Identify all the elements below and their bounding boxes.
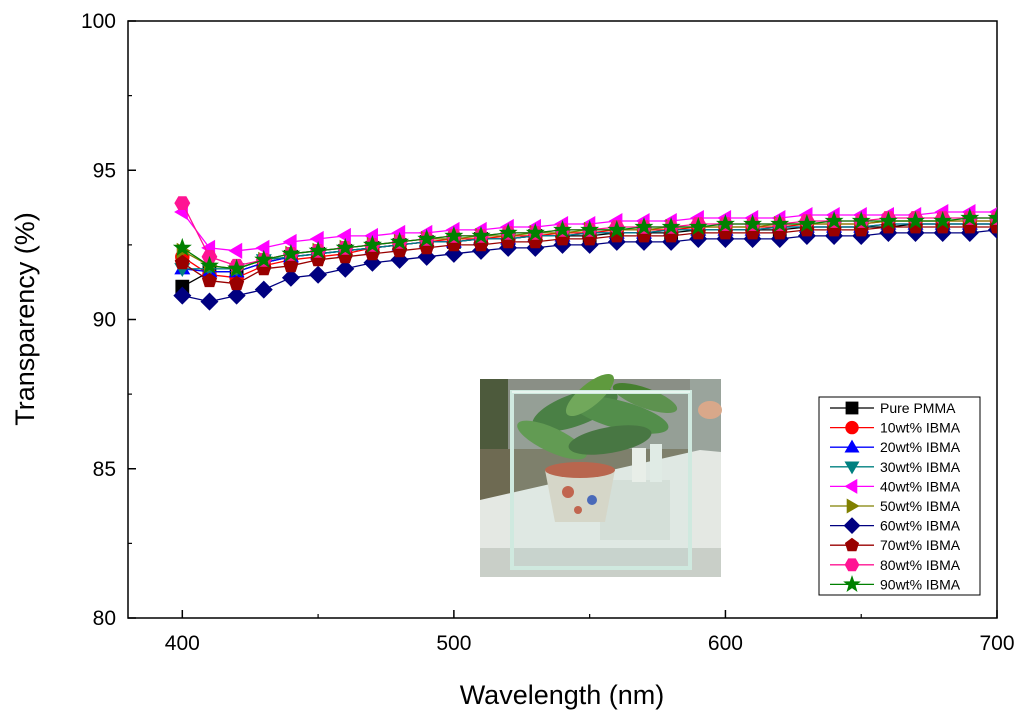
- data-point: [281, 243, 301, 262]
- legend-label: 50wt% IBMA: [880, 498, 961, 514]
- data-point: [255, 239, 270, 256]
- data-point: [987, 208, 997, 227]
- data-point: [580, 220, 600, 238]
- data-point: [906, 211, 926, 230]
- y-tick-label: 95: [93, 159, 116, 182]
- legend-marker: [844, 478, 858, 494]
- data-point: [498, 223, 518, 241]
- axes: 80 85 90 95 100 400 500 600 700: [81, 10, 1015, 655]
- legend-item: 60wt% IBMA: [830, 517, 961, 534]
- data-point: [199, 255, 219, 274]
- legend-label: Pure PMMA: [880, 400, 956, 416]
- data-point: [283, 257, 299, 273]
- legend-marker: [844, 537, 860, 552]
- data-point: [553, 220, 572, 238]
- x-tick-label: 400: [165, 632, 200, 655]
- data-point: [797, 214, 817, 233]
- data-point: [308, 240, 328, 259]
- legend-item: 90wt% IBMA: [830, 575, 961, 592]
- data-point: [172, 237, 192, 256]
- legend-label: 30wt% IBMA: [880, 459, 961, 475]
- series-90wt-ibma: [172, 208, 997, 277]
- data-point: [607, 220, 627, 238]
- y-tick-label: 85: [93, 458, 116, 481]
- x-tick-label: 600: [708, 632, 743, 655]
- legend-label: 40wt% IBMA: [880, 478, 961, 494]
- legend-marker: [846, 498, 860, 514]
- inset-photo: [480, 373, 722, 577]
- data-point: [933, 211, 953, 230]
- legend-label: 80wt% IBMA: [880, 557, 961, 573]
- legend-marker: [845, 401, 859, 415]
- data-point: [851, 211, 871, 230]
- legend-item: 20wt% IBMA: [830, 439, 961, 455]
- legend-item: Pure PMMA: [830, 400, 956, 416]
- series-layer: [172, 196, 997, 311]
- legend-marker: [843, 575, 861, 592]
- legend: Pure PMMA 10wt% IBMA 20wt% IBMA 30wt% IBMA 4…: [818, 396, 981, 596]
- data-point: [229, 275, 245, 291]
- data-point: [471, 225, 491, 244]
- data-point: [417, 228, 437, 247]
- y-tick-label: 100: [81, 10, 116, 33]
- y-tick-label: 80: [93, 607, 116, 630]
- data-point: [282, 233, 297, 250]
- data-point: [174, 254, 190, 270]
- data-point: [174, 196, 191, 211]
- data-point: [173, 286, 192, 305]
- x-tick-label: 700: [979, 632, 1014, 655]
- data-point: [688, 217, 708, 236]
- data-point: [309, 230, 324, 247]
- legend-marker: [845, 420, 859, 435]
- data-point: [824, 211, 844, 230]
- legend-item: 70wt% IBMA: [830, 537, 961, 553]
- data-point: [770, 214, 790, 233]
- legend-item: 80wt% IBMA: [830, 557, 961, 573]
- data-point: [878, 211, 898, 230]
- data-point: [335, 237, 355, 256]
- y-axis-title: Transparency (%): [10, 212, 40, 426]
- legend-item: 40wt% IBMA: [830, 478, 961, 494]
- legend-label: 60wt% IBMA: [880, 518, 961, 534]
- data-point: [661, 217, 681, 236]
- legend-marker: [843, 517, 861, 534]
- data-point: [444, 225, 464, 244]
- data-point: [254, 280, 273, 299]
- data-point: [200, 292, 219, 311]
- data-point: [715, 214, 735, 233]
- legend-marker: [844, 439, 860, 453]
- data-point: [525, 223, 545, 241]
- legend-marker: [844, 558, 860, 572]
- data-point: [960, 208, 980, 227]
- data-point: [309, 265, 328, 284]
- y-tick-label: 90: [93, 309, 116, 332]
- legend-item: 50wt% IBMA: [830, 498, 961, 514]
- legend-label: 20wt% IBMA: [880, 439, 961, 455]
- data-point: [228, 242, 243, 259]
- data-point: [634, 217, 654, 236]
- data-point: [201, 272, 218, 288]
- data-point: [390, 231, 410, 250]
- legend-label: 70wt% IBMA: [880, 537, 961, 553]
- x-axis-title: Wavelength (nm): [460, 680, 665, 710]
- data-point: [227, 258, 247, 277]
- legend-label: 10wt% IBMA: [880, 420, 961, 436]
- legend-marker: [844, 461, 860, 475]
- data-point: [254, 249, 274, 268]
- x-tick-label: 500: [436, 632, 471, 655]
- data-point: [362, 234, 382, 253]
- legend-item: 30wt% IBMA: [830, 459, 961, 475]
- legend-item: 10wt% IBMA: [830, 420, 961, 436]
- data-point: [336, 227, 351, 244]
- legend-label: 90wt% IBMA: [880, 576, 961, 592]
- data-point: [743, 214, 763, 233]
